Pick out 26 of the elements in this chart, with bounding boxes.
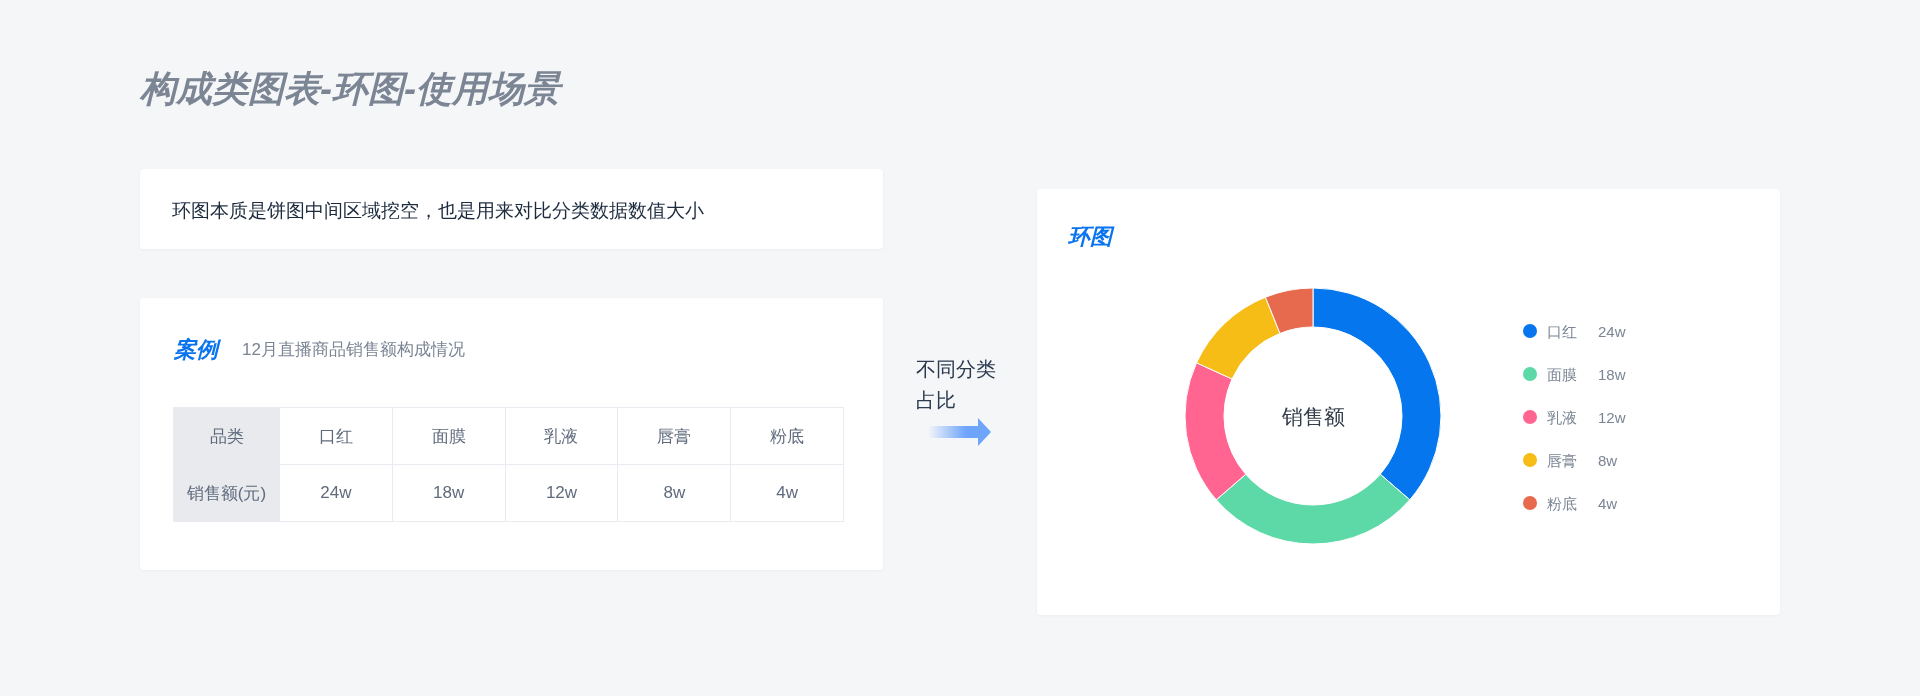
table-category: 粉底 — [730, 407, 844, 465]
legend-label: 粉底 — [1547, 494, 1577, 512]
legend-value: 8w — [1598, 451, 1618, 469]
table-value: 24w — [279, 464, 393, 522]
center-label: 销售额 — [1281, 404, 1345, 428]
legend-label: 唇膏 — [1547, 451, 1577, 469]
legend-value: 12w — [1598, 408, 1626, 426]
legend-label: 面膜 — [1547, 365, 1577, 383]
table-category: 乳液 — [505, 407, 618, 465]
table-value: 8w — [617, 464, 731, 522]
annotation: 环图本质是饼图中间区域挖空，也是用来对比分类数据数值大小 — [172, 199, 704, 221]
table-category: 口红 — [279, 407, 393, 465]
table-category: 唇膏 — [617, 407, 731, 465]
legend-value: 4w — [1598, 494, 1618, 512]
table-category: 面膜 — [392, 407, 506, 465]
table-value: 4w — [730, 464, 844, 522]
legend-label: 乳液 — [1547, 408, 1577, 426]
legend-value: 18w — [1598, 365, 1626, 383]
legend-label: 口红 — [1547, 322, 1577, 340]
legend-value: 24w — [1598, 322, 1626, 340]
table-row-head: 品类 — [173, 407, 280, 465]
table-value: 12w — [505, 464, 618, 522]
arrow-note: 不同分类占比 — [916, 357, 997, 413]
table-value: 18w — [392, 464, 506, 522]
table-row-head: 销售额(元) — [173, 464, 280, 522]
annotation: 12月直播商品销售额构成情况 — [242, 339, 465, 359]
